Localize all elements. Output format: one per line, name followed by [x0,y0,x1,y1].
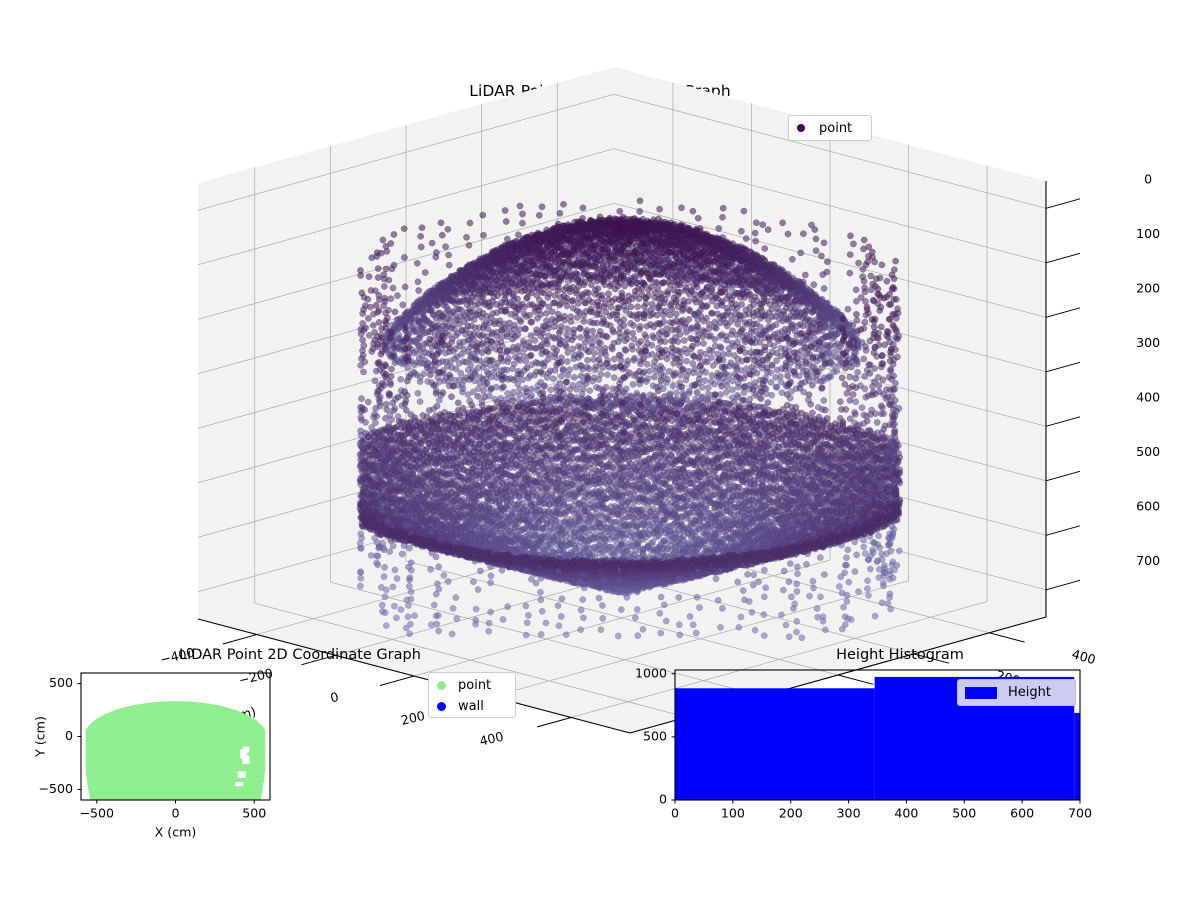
legend-label: point [819,121,852,136]
y-tick-label-hist: 1000 [635,665,667,680]
z-tick-label-3d: 500 [1136,444,1160,459]
height-bar-icon [965,687,997,699]
z-tick-label-3d: 100 [1136,226,1160,241]
histogram-bar [675,688,875,800]
x-tick-label-hist: 300 [837,806,861,821]
legend-label: Height [1008,685,1051,700]
z-tick-label-3d: 600 [1136,498,1160,513]
legend-item-point: point [429,673,515,696]
panel-histogram: Height Histogram 0 100 200 300 400 500 600 700 0… [600,640,1200,900]
legend-label: point [458,678,491,693]
y-tick-label-2d: 500 [49,675,73,690]
z-tick-label-3d: 300 [1136,335,1160,350]
x-axis-label-2d: X (cm) [155,825,197,840]
y-tick-label-2d: 0 [65,728,73,743]
point-marker-icon [437,681,446,690]
z-tick-label-3d: 200 [1136,280,1160,295]
z-tick-label-3d: 0 [1144,171,1152,186]
legend-label: wall [458,699,484,714]
legend-item-point: point [789,116,871,140]
y-tick-label-hist: 0 [659,792,667,807]
legend-item-wall: wall [429,696,515,717]
panel-2d: LiDAR Point 2D Coordinate Graph −500 0 500… [0,640,600,900]
matplotlib-figure: LiDAR Point 3D Coordinate Graph −400−200… [0,0,1200,900]
points-2d [86,701,266,802]
y-tick-label-2d: −500 [38,781,73,796]
y-axis-label-2d: Y (cm) [33,716,48,758]
x-tick-label-hist: 0 [671,806,679,821]
legend-2d[interactable]: point wall [428,672,516,718]
x-tick-label-hist: 600 [1010,806,1034,821]
wall-marker-icon [437,702,446,711]
scatter-3d-canvas: −400−2000200400X (cm)−400−2000200400Y (c… [0,0,1200,640]
z-tick-label-3d: 700 [1136,553,1160,568]
x-tick-label-2d: −500 [79,806,114,821]
z-tick-label-3d: 400 [1136,389,1160,404]
legend-item-height: Height [958,680,1075,705]
histogram-bar [1074,713,1080,800]
x-tick-label-hist: 100 [721,806,745,821]
y-tick-label-hist: 500 [643,728,667,743]
point-marker-icon [797,124,805,132]
histogram-canvas: 0 100 200 300 400 500 600 700 0 500 1000 [600,640,1200,900]
x-tick-label-2d: 500 [242,806,266,821]
x-tick-label-hist: 700 [1068,806,1092,821]
legend-3d[interactable]: point [788,115,872,141]
legend-histogram[interactable]: Height [957,679,1076,706]
x-tick-label-hist: 500 [952,806,976,821]
x-tick-label-hist: 400 [894,806,918,821]
x-tick-label-2d: 0 [171,806,179,821]
x-tick-label-hist: 200 [779,806,803,821]
panel-3d: LiDAR Point 3D Coordinate Graph −400−200… [0,0,1200,640]
